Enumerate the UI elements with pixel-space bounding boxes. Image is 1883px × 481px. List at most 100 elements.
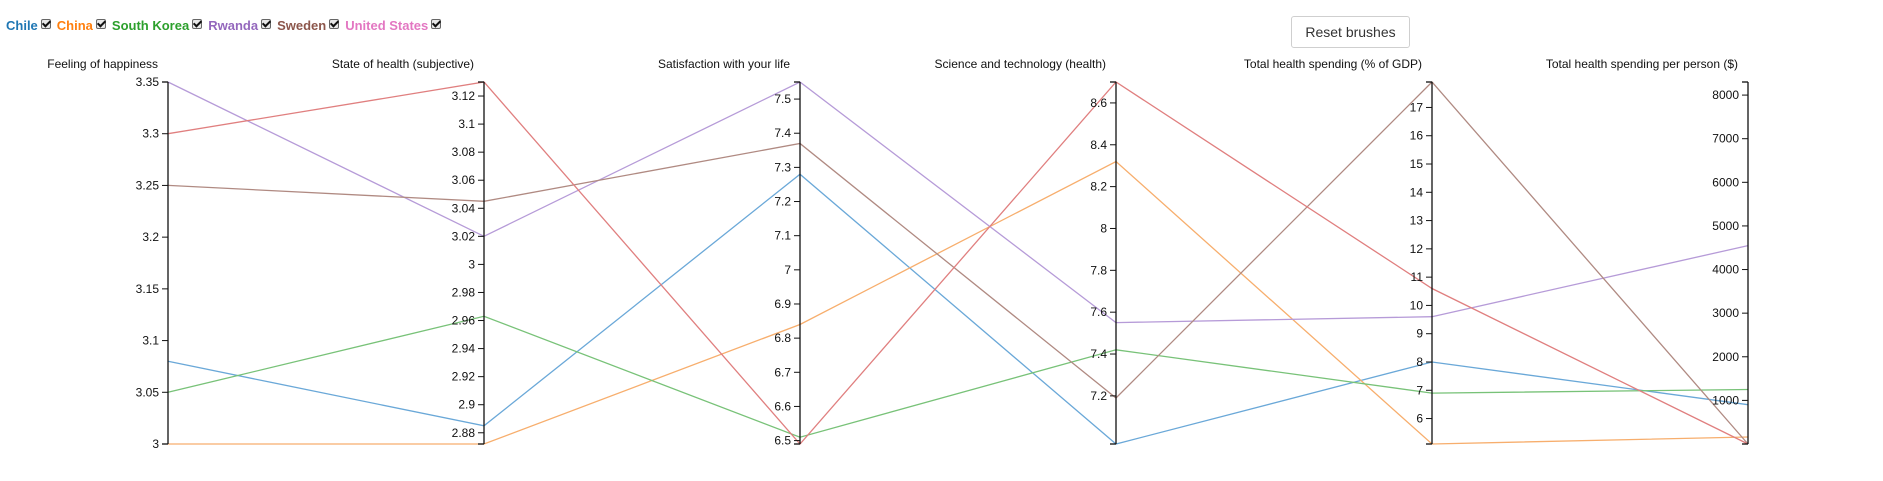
tick-label: 13 [1410,214,1424,228]
tick-label: 6.9 [774,297,791,311]
tick-label: 2.92 [452,370,476,384]
tick-label: 8.4 [1090,138,1107,152]
axis-title: Total health spending per person ($) [1546,57,1738,71]
series-line-sweden [167,81,1749,445]
tick-label: 6.6 [774,399,791,413]
legend-item-rwanda: Rwanda [208,18,272,33]
tick-label: 3.3 [142,127,159,141]
legend-item-chile: Chile [6,18,51,33]
legend: Chile China South Korea Rwanda Sweden Un… [6,18,447,33]
tick-label: 7 [1416,383,1423,397]
tick-label: 7.3 [774,160,791,174]
tick-label: 7 [784,263,791,277]
axis: Science and technology (health) 7.2 7.4 7.6… [935,57,1117,445]
tick-label: 7.5 [774,92,791,106]
legend-item-china: China [57,18,106,33]
tick-label: 3.25 [136,178,160,192]
axis-title: Science and technology (health) [935,57,1106,71]
axis-title: Feeling of happiness [47,57,158,71]
legend-label: China [56,18,93,33]
legend-item-south-korea: South Korea [111,18,203,33]
tick-label: 3 [152,437,159,451]
tick-label: 11 [1411,270,1424,284]
legend-label: Chile [6,18,38,33]
legend-label: Sweden [277,18,327,33]
tick-label: 17 [1410,100,1424,114]
tick-label: 7.4 [1090,347,1107,361]
tick-label: 15 [1410,157,1424,171]
axis: Satisfaction with your life 6.5 6.6 6.7 6.8 6… [658,57,801,448]
legend-checkbox-rwanda[interactable] [261,18,272,29]
series-lines [167,81,1749,445]
axis: State of health (subjective) 2.88 2.9 2.92 2… [332,57,485,445]
legend-checkbox-chile[interactable] [40,18,51,29]
legend-label: South Korea [111,18,190,33]
series-line-china [168,160,1749,445]
legend-checkbox-south-korea[interactable] [192,18,203,29]
series-line-united-states [167,81,1749,445]
tick-label: 3.08 [452,145,476,159]
legend-item-sweden: Sweden [277,18,340,33]
tick-label: 2.88 [452,426,476,440]
axis-title: State of health (subjective) [332,57,474,71]
tick-label: 10 [1410,298,1424,312]
tick-label: 14 [1410,185,1424,199]
tick-label: 3.2 [142,230,159,244]
tick-label: 2.98 [452,285,476,299]
series-line-chile [167,173,1749,445]
tick-label: 4000 [1712,263,1739,277]
tick-label: 7000 [1712,132,1739,146]
tick-label: 2.94 [452,342,476,356]
tick-label: 7.6 [1090,305,1107,319]
legend-label: Rwanda [208,18,259,33]
tick-label: 2.96 [452,314,476,328]
tick-label: 8000 [1712,88,1739,102]
legend-checkbox-china[interactable] [95,18,106,29]
tick-label: 2.9 [458,398,475,412]
legend-checkbox-sweden[interactable] [329,18,340,29]
tick-label: 3.06 [452,173,476,187]
tick-label: 6000 [1712,175,1739,189]
tick-label: 6.7 [774,365,791,379]
series-line-south-korea [167,315,1749,438]
legend-item-united-states: United States [345,18,442,33]
tick-label: 3.12 [452,89,476,103]
tick-label: 3000 [1712,306,1739,320]
tick-label: 1000 [1712,393,1739,407]
reset-brushes-button[interactable]: Reset brushes [1291,16,1410,48]
tick-label: 12 [1410,242,1424,256]
tick-label: 8.2 [1090,180,1107,194]
axis: Total health spending per person ($) 1000… [1546,57,1749,445]
tick-label: 6.8 [774,331,791,345]
axis-title: Total health spending (% of GDP) [1244,57,1422,71]
tick-label: 16 [1410,129,1424,143]
tick-label: 8 [1100,221,1107,235]
tick-label: 5000 [1712,219,1739,233]
legend-label: United States [345,18,429,33]
tick-label: 8.6 [1090,96,1107,110]
axis-title: Satisfaction with your life [658,57,790,71]
tick-label: 7.2 [1090,389,1107,403]
tick-label: 8 [1416,355,1423,369]
tick-label: 3.1 [142,334,159,348]
series-line-rwanda [167,81,1749,324]
tick-label: 3.1 [458,117,475,131]
tick-label: 7.2 [774,195,791,209]
tick-label: 3.02 [452,229,476,243]
tick-label: 2000 [1712,350,1739,364]
tick-label: 7.8 [1090,263,1107,277]
tick-label: 9 [1416,327,1423,341]
tick-label: 7.1 [774,229,791,243]
axis: Feeling of happiness 3 3.05 3.1 3.15 3.2 3.25 3… [47,57,169,451]
tick-label: 3.15 [136,282,160,296]
tick-label: 3.35 [136,75,160,89]
legend-checkbox-united-states[interactable] [431,18,442,29]
tick-label: 6.5 [774,434,791,448]
tick-label: 7.4 [774,126,791,140]
axis: Total health spending (% of GDP) 6 7 8 9 10 11… [1244,57,1433,445]
tick-label: 6 [1416,412,1423,426]
tick-label: 3.05 [136,385,160,399]
tick-label: 3.04 [452,201,476,215]
tick-label: 3 [468,257,475,271]
